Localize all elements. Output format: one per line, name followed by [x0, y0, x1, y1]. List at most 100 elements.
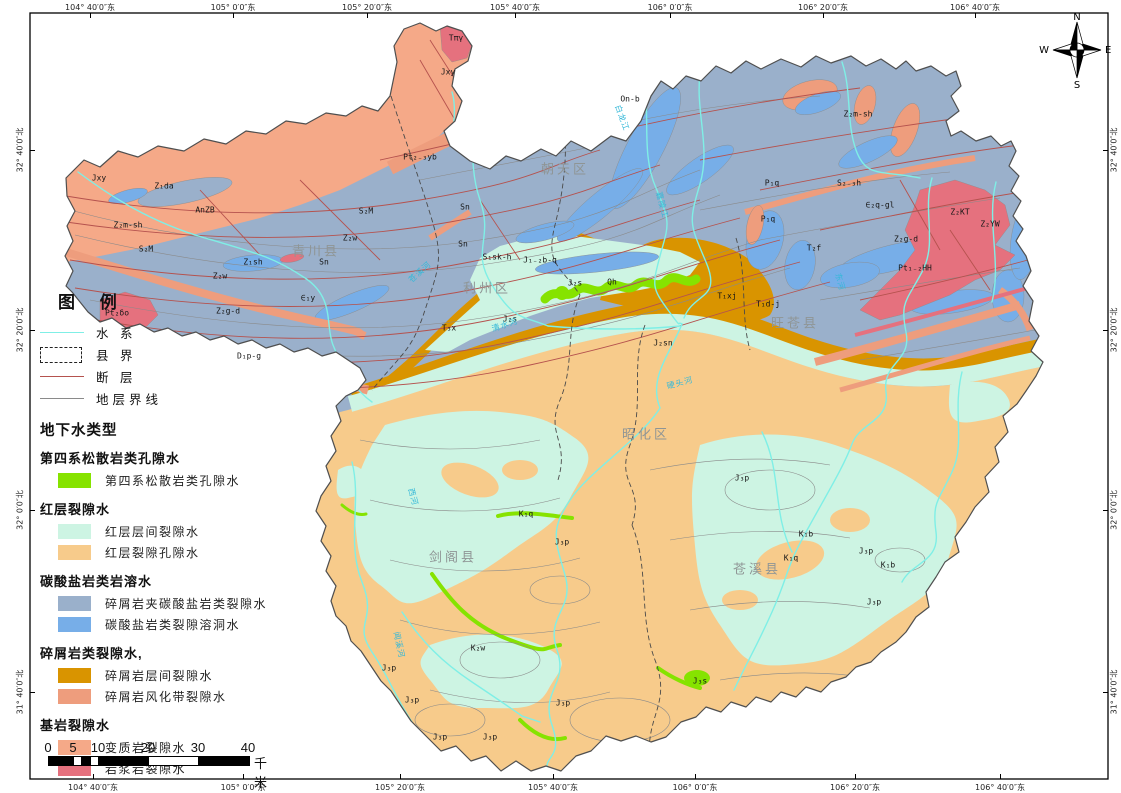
- graticule-tick: [553, 774, 554, 779]
- scalebar-unit: 千米: [254, 756, 268, 790]
- graticule-label: 105° 0′0″东: [210, 3, 256, 12]
- map-label-geology: Z₂w: [342, 233, 358, 243]
- legend-title: 图 例: [58, 293, 127, 312]
- graticule-label: 106° 40′0″东: [975, 783, 1025, 792]
- graticule-label: 32° 40′0″北: [1109, 127, 1119, 173]
- map-label-geology: Sn: [458, 239, 468, 249]
- scalebar-number: 0: [44, 740, 52, 755]
- map-label-geology: K₁b: [798, 529, 814, 539]
- map-label-county: 朝天区: [540, 161, 590, 177]
- graticule-label: 106° 0′0″东: [672, 783, 718, 792]
- map-label-geology: S₁sk-h: [482, 252, 512, 262]
- legend-swatch: [58, 617, 91, 632]
- fault-line-symbol: [40, 368, 84, 384]
- graticule-label: 32° 0′0″北: [15, 490, 25, 530]
- graticule-tick: [515, 13, 516, 18]
- scalebar-segment: [48, 756, 75, 766]
- map-label-geology: J₃p: [554, 537, 570, 547]
- scalebar-number: 30: [190, 740, 206, 755]
- map-label-geology: AnZB: [195, 205, 215, 215]
- graticule-label: 106° 40′0″东: [950, 3, 1000, 12]
- legend-swatch: [58, 545, 91, 560]
- graticule-label: 31° 40′0″北: [15, 669, 25, 715]
- map-label-geology: S₂M: [138, 244, 154, 254]
- scalebar-number: 5: [69, 740, 77, 755]
- map-label-geology: J₁₋₂b-q: [523, 255, 557, 265]
- map-label-geology: Pt₂₋₃yb: [403, 152, 437, 162]
- legend: 图 例 水 系 县 界 断 层 地层界线 地下水类型 第四系松散岩类孔隙水 第四系…: [40, 288, 295, 779]
- graticule-label: 31° 40′0″北: [1109, 669, 1119, 715]
- map-label-geology: Z₁sh: [243, 257, 263, 267]
- map-label-geology: K₁q: [518, 509, 534, 519]
- graticule-tick: [1103, 510, 1108, 511]
- map-label-geology: K₂w: [470, 643, 486, 653]
- map-label-geology: J₃p: [858, 546, 874, 556]
- legend-item: 变质岩裂隙水: [58, 737, 295, 758]
- graticule-label: 32° 20′0″北: [1109, 307, 1119, 353]
- map-label-geology: S₂₋₃h: [836, 178, 862, 188]
- legend-item-label: 碳酸盐岩类裂隙溶洞水: [105, 618, 241, 632]
- map-label-geology: Z₁da: [154, 181, 174, 191]
- graticule-label: 32° 40′0″北: [15, 127, 25, 173]
- graticule-label: 32° 20′0″北: [15, 307, 25, 353]
- map-label-county: 苍溪县: [732, 561, 782, 577]
- legend-item-label: 变质岩裂隙水: [105, 741, 187, 755]
- city-outline: [64, 22, 1044, 772]
- legend-item: 第四系松散岩类孔隙水: [58, 470, 295, 491]
- legend-item-label: 红层层间裂隙水: [105, 525, 200, 539]
- graticule-tick: [90, 13, 91, 18]
- map-label-geology: Jxy: [91, 173, 107, 183]
- compass-s: S: [1074, 80, 1080, 91]
- legend-group-heading: 基岩裂隙水: [40, 718, 111, 733]
- stratum-layer: [69, 95, 1036, 743]
- legend-item-label: 碎屑岩层间裂隙水: [105, 669, 214, 683]
- legend-swatch: [58, 524, 91, 539]
- map-label-geology: J₃p: [381, 663, 397, 673]
- map-label-geology: Z₂m-sh: [113, 220, 143, 230]
- graticule-tick: [93, 774, 94, 779]
- graticule-tick: [400, 774, 401, 779]
- legend-swatch: [58, 740, 91, 755]
- map-label-county: 昭化区: [621, 426, 671, 442]
- legend-item-fault: 断 层: [40, 365, 295, 387]
- legend-item-label: 碎屑岩风化带裂隙水: [105, 690, 227, 704]
- compass-w: W: [1039, 45, 1049, 56]
- graticule-tick: [975, 13, 976, 18]
- scalebar-number: 20: [140, 740, 156, 755]
- map-label-geology: P₁q: [764, 178, 780, 188]
- map-label-county: 旺苍县: [770, 315, 820, 331]
- legend-group-heading: 碳酸盐岩类岩溶水: [40, 574, 153, 589]
- map-label-geology: Jxy: [440, 67, 456, 77]
- map-label-geology: T₂f: [806, 243, 822, 253]
- map-label-geology: Sn: [319, 257, 329, 267]
- map-label-county: 剑阁县: [428, 549, 478, 565]
- compass-e: E: [1105, 45, 1111, 56]
- legend-item-water: 水 系: [40, 321, 295, 343]
- legend-item: 碳酸盐岩类裂隙溶洞水: [58, 614, 295, 635]
- map-label-geology: J₂s: [567, 278, 583, 288]
- map-label-geology: Qh: [607, 277, 617, 287]
- map-label-geology: Z₂g-d: [215, 306, 241, 316]
- map-label-geology: J₂s: [502, 314, 518, 324]
- legend-item: 碎屑岩层间裂隙水: [58, 665, 295, 686]
- graticule-tick: [823, 13, 824, 18]
- map-label-geology: T₁xj: [717, 291, 737, 301]
- county-boundaries-layer: [371, 95, 751, 761]
- legend-swatch: [58, 473, 91, 488]
- legend-item-stratum-boundary: 地层界线: [40, 387, 295, 409]
- legend-item-label: 碎屑岩夹碳酸盐岩类裂隙水: [105, 597, 268, 611]
- graticule-label: 32° 0′0″北: [1109, 490, 1119, 530]
- map-label-geology: P₁q: [760, 214, 776, 224]
- graticule-tick: [1103, 330, 1108, 331]
- groundwater-types-title: 地下水类型: [40, 423, 118, 439]
- graticule-label: 104° 40′0″东: [68, 783, 118, 792]
- map-frame: [29, 12, 1109, 780]
- scalebar-number: 40: [240, 740, 256, 755]
- graticule-tick: [30, 692, 35, 693]
- graticule-tick: [1103, 692, 1108, 693]
- map-label-geology: K₁b: [880, 560, 896, 570]
- graticule-tick: [695, 774, 696, 779]
- map-label-geology: Z₂KT: [950, 207, 970, 217]
- map-label-geology: On-b: [620, 94, 640, 104]
